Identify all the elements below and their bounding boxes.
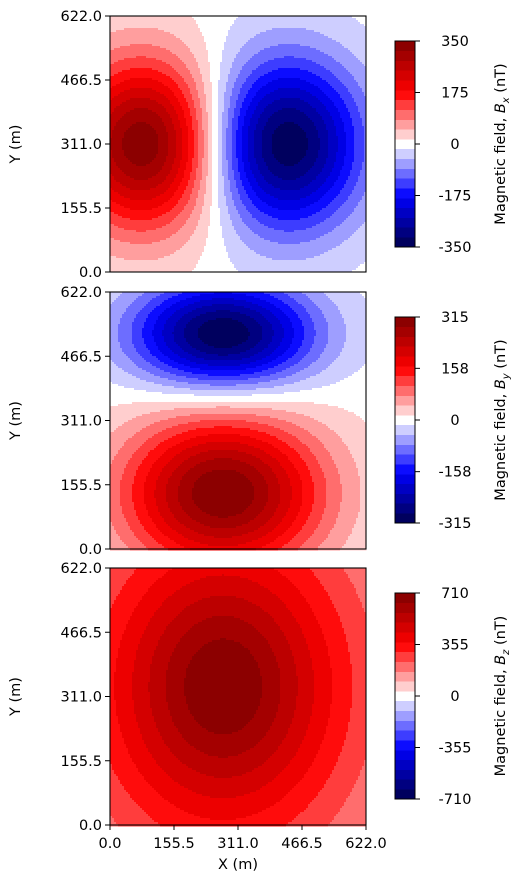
heatmap-field <box>110 16 366 272</box>
